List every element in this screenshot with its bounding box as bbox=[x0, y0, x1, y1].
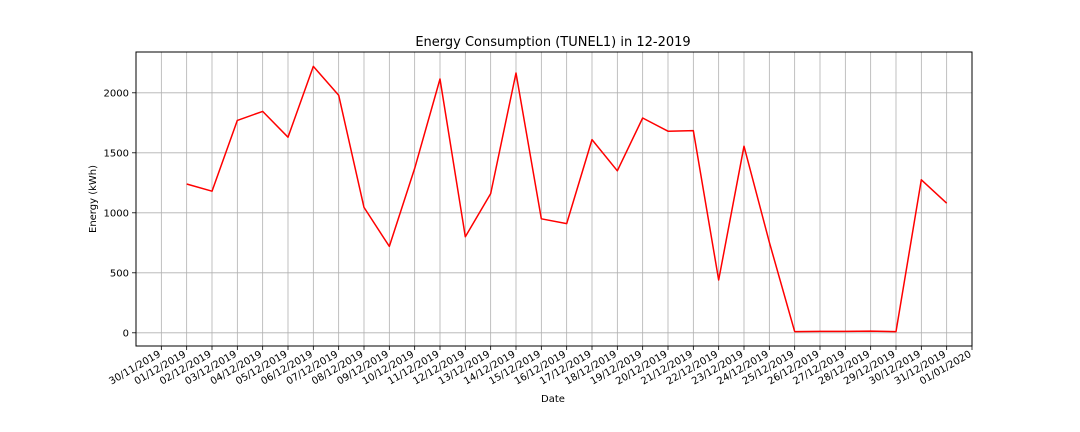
grid bbox=[136, 52, 973, 346]
y-axis-ticks: 0 500 1000 1500 2000 bbox=[104, 88, 136, 339]
y-axis-label: Energy (kWh) bbox=[88, 165, 99, 233]
plot-area-frame bbox=[135, 51, 973, 347]
y-tick-label: 0 bbox=[123, 328, 129, 339]
x-axis-label: Date bbox=[541, 394, 565, 405]
chart-title: Energy Consumption (TUNEL1) in 12-2019 bbox=[415, 35, 690, 50]
series-layer bbox=[186, 65, 948, 333]
y-tick-label: 2000 bbox=[104, 88, 129, 99]
y-tick-label: 1000 bbox=[104, 208, 129, 219]
y-tick-label: 500 bbox=[110, 268, 129, 279]
series-line bbox=[186, 65, 948, 333]
y-tick-label: 1500 bbox=[104, 148, 129, 159]
